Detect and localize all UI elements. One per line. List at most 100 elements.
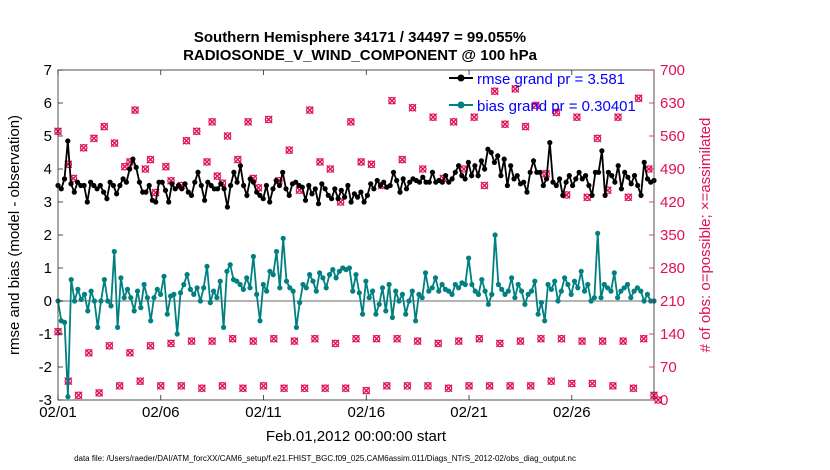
rmse-point bbox=[97, 182, 103, 189]
obs-possible-marker bbox=[146, 155, 155, 164]
obs-point bbox=[387, 96, 396, 105]
rmse-point bbox=[153, 199, 159, 205]
bias-point bbox=[234, 278, 240, 284]
bias-point bbox=[240, 286, 246, 292]
bias-point bbox=[191, 291, 197, 297]
bias-point bbox=[221, 324, 227, 330]
bias-point bbox=[300, 281, 306, 288]
obs-possible-marker bbox=[208, 118, 216, 126]
rmse-point bbox=[602, 192, 608, 198]
obs-possible-marker bbox=[398, 155, 407, 164]
obs-possible-marker bbox=[557, 334, 566, 343]
obs-possible-marker bbox=[105, 341, 114, 350]
obs-point bbox=[213, 172, 222, 181]
obs-point bbox=[177, 381, 186, 390]
bias-point bbox=[608, 288, 614, 294]
obs-assimilated-marker bbox=[454, 337, 463, 346]
bias-point bbox=[558, 288, 564, 294]
rmse-point bbox=[543, 176, 550, 182]
obs-assimilated-marker bbox=[357, 157, 366, 166]
bias-point bbox=[509, 275, 515, 281]
rmse-point bbox=[205, 179, 211, 185]
obs-possible-marker bbox=[588, 379, 597, 388]
rmse-point bbox=[250, 179, 256, 185]
obs-assimilated-marker bbox=[141, 165, 150, 173]
obs-point bbox=[526, 381, 535, 390]
rmse-point bbox=[635, 182, 641, 189]
obs-possible-marker bbox=[192, 127, 201, 136]
rmse-point bbox=[58, 186, 64, 192]
obs-assimilated-marker bbox=[208, 117, 217, 126]
x-axis-label: Feb.01,2012 00:00:00 start bbox=[266, 428, 447, 445]
bias-point bbox=[72, 298, 78, 304]
bias-point bbox=[565, 281, 571, 288]
bias-point bbox=[333, 275, 339, 281]
legend: rmse grand pr = 3.581 bias grand pr = 0.… bbox=[449, 71, 636, 115]
obs-assimilated-marker bbox=[408, 103, 417, 112]
rmse-point bbox=[394, 177, 400, 184]
x-tick-label: 02/26 bbox=[553, 404, 591, 421]
rmse-point bbox=[179, 186, 185, 192]
y-right-tick-label: 350 bbox=[660, 227, 685, 244]
rmse-point bbox=[368, 181, 374, 187]
obs-point bbox=[238, 384, 247, 393]
obs-assimilated-marker bbox=[547, 377, 556, 386]
obs-point bbox=[398, 155, 407, 164]
obs-assimilated-marker bbox=[146, 341, 155, 350]
obs-possible-marker bbox=[475, 334, 484, 343]
obs-point bbox=[100, 122, 109, 131]
obs-possible-marker bbox=[532, 101, 540, 110]
obs-possible-marker bbox=[115, 382, 124, 390]
bias-point bbox=[277, 285, 283, 291]
bias-point bbox=[618, 288, 624, 294]
obs-assimilated-marker bbox=[74, 391, 83, 400]
obs-assimilated-marker bbox=[228, 334, 237, 343]
obs-assimilated-marker bbox=[362, 386, 371, 395]
bias-point bbox=[598, 295, 604, 301]
bias-point bbox=[581, 288, 588, 294]
rmse-point bbox=[309, 191, 315, 197]
rmse-point bbox=[586, 182, 592, 189]
rmse-point bbox=[508, 163, 514, 169]
obs-point bbox=[89, 134, 98, 143]
obs-point bbox=[218, 381, 227, 390]
rmse-point bbox=[319, 181, 325, 187]
obs-assimilated-marker bbox=[403, 381, 412, 390]
obs-possible-marker bbox=[90, 134, 98, 143]
obs-assimilated-marker bbox=[146, 155, 155, 164]
rmse-point bbox=[215, 186, 221, 192]
obs-assimilated-marker bbox=[177, 381, 186, 390]
obs-possible-marker bbox=[141, 165, 150, 173]
obs-possible-marker bbox=[269, 334, 278, 343]
rmse-point bbox=[583, 173, 589, 179]
obs-point bbox=[233, 155, 242, 164]
bias-point bbox=[542, 318, 548, 324]
rmse-point bbox=[644, 176, 651, 182]
obs-assimilated-marker bbox=[310, 334, 319, 343]
bias-point bbox=[336, 268, 342, 274]
rmse-point bbox=[488, 149, 494, 156]
rmse-point bbox=[224, 204, 230, 210]
obs-point bbox=[547, 377, 556, 386]
obs-possible-marker bbox=[465, 382, 473, 390]
obs-point bbox=[567, 379, 576, 388]
rmse-point bbox=[579, 176, 585, 182]
obs-possible-marker bbox=[634, 94, 643, 103]
obs-assimilated-marker bbox=[521, 122, 530, 131]
bias-point bbox=[575, 285, 581, 291]
obs-assimilated-marker bbox=[346, 117, 355, 126]
bias-point bbox=[88, 288, 94, 294]
obs-assimilated-marker bbox=[619, 337, 628, 346]
rmse-point bbox=[231, 169, 237, 175]
obs-point bbox=[480, 181, 489, 190]
rmse-point bbox=[547, 140, 553, 146]
rmse-point bbox=[358, 189, 364, 195]
obs-possible-marker bbox=[526, 382, 535, 390]
obs-assimilated-marker bbox=[110, 139, 119, 148]
rmse-point bbox=[527, 169, 533, 175]
obs-possible-marker bbox=[567, 379, 576, 388]
obs-point bbox=[588, 379, 597, 388]
bias-point bbox=[201, 285, 207, 291]
bias-point bbox=[578, 268, 584, 274]
obs-point bbox=[300, 384, 309, 393]
